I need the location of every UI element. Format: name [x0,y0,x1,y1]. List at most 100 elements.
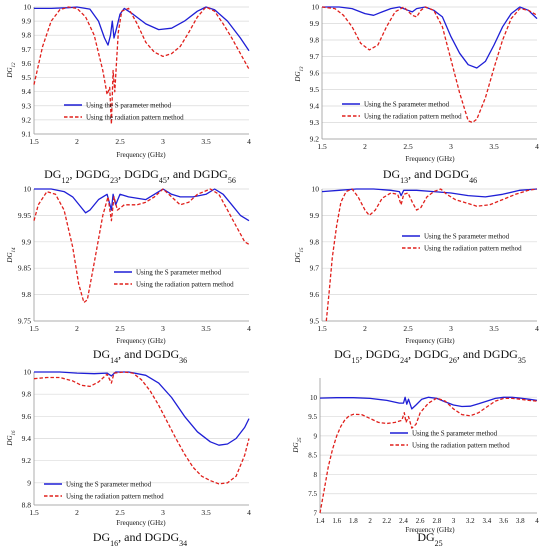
radiation-pattern-series-line [33,6,250,125]
y-tick-label: 9.5 [22,73,32,82]
y-tick-label: 9.95 [18,211,31,220]
chart-panel-1: 1.5 2 2.5 3 3.5 4 9.1 9.2 9.3 9.4 9.5 9.6 9.7 9.8 9.9 1… [6,3,251,185]
y-tick-label: 9 [314,432,318,440]
x-tick-label: 3.5 [201,324,211,333]
legend-entry: Using the radiation pattern method [364,113,462,121]
x-tick-label: 3 [449,324,453,333]
y-tick-label: 9.3 [22,101,32,110]
x-tick-label: 4 [535,142,539,151]
panel-caption: DG13, and DGDG46 [383,167,477,185]
x-tick-label: 2 [363,324,367,333]
x-tick-label: 3.2 [466,517,475,525]
x-tick-label: 1.5 [29,324,39,333]
s-parameter-series-line [321,188,538,198]
radiation-pattern-series-line [319,397,538,514]
x-tick-label: 3.5 [201,137,211,146]
y-tick-label: 10 [24,185,32,194]
y-tick-label: 9 [27,478,31,487]
s-parameter-series-line [34,371,250,446]
y-axis-label: DG14 [6,247,17,264]
x-tick-label: 4 [247,137,251,146]
s-parameter-series-line [34,188,250,222]
x-tick-label: 2 [75,324,79,333]
x-tick-label: 1.5 [29,137,39,146]
chart-panel-2: 1.5 2 2.5 3 3.5 4 9.2 9.3 9.4 9.5 9.6 9.7 9.8 9.9 10 Fr… [294,3,539,185]
x-tick-label: 2.2 [382,517,391,525]
y-tick-label: 9.2 [22,115,32,124]
x-tick-label: 3.5 [489,324,499,333]
x-axis-label: Frequency (GHz) [116,151,166,159]
x-tick-label: 1.4 [316,517,325,525]
legend-entry: Using the radiation pattern method [136,281,234,289]
x-tick-label: 2.6 [416,517,425,525]
y-tick-label: 9.2 [22,456,32,465]
y-axis-label: DG12 [6,62,17,79]
legend-entry: Using the S parameter method [86,102,172,110]
x-axis-label: Frequency (GHz) [405,526,455,534]
y-tick-label: 9.4 [22,87,32,96]
y-tick-label: 9.8 [310,237,320,246]
y-tick-label: 7.5 [308,490,317,498]
y-tick-label: 9.1 [22,130,32,139]
x-tick-label: 4 [247,324,251,333]
y-tick-label: 9.7 [310,52,320,61]
y-axis-label: DG16 [6,430,17,447]
x-axis-label: Frequency (GHz) [405,337,455,345]
panel-caption: DG12, DGDG23, DGDG45, and DGDG56 [44,167,236,185]
y-tick-label: 9.2 [310,135,320,144]
x-tick-label: 3 [449,142,453,151]
x-tick-label: 2.4 [399,517,408,525]
y-tick-label: 9.7 [310,264,320,273]
y-tick-label: 10 [24,3,32,12]
y-tick-label: 9.9 [310,19,320,28]
y-tick-label: 10 [312,185,320,194]
x-tick-label: 3.5 [489,142,499,151]
y-tick-label: 9.9 [310,211,320,220]
x-tick-label: 3.8 [516,517,525,525]
x-tick-label: 2.5 [115,508,125,517]
chart-panel-3: 1.5 2 2.5 3 3.5 4 9.75 9.8 9.85 9.9 9.95 10 Frequenc… [6,185,251,365]
x-tick-label: 1.6 [332,517,341,525]
y-tick-label: 9.9 [22,17,32,26]
y-tick-label: 9.9 [22,237,32,246]
x-tick-label: 4 [247,508,251,517]
panel-caption: DG25 [417,530,442,548]
radiation-pattern-series-line [325,188,538,322]
x-tick-label: 2 [75,508,79,517]
y-tick-label: 9.8 [310,36,320,45]
chart-panel-6: 1.4 1.6 1.8 2 2.2 2.4 2.6 2.8 3 3.2 3.4 3.6 3.8 4 7 7.5… [292,378,539,548]
y-tick-label: 8.5 [308,452,317,460]
y-tick-label: 9.3 [310,118,320,127]
legend-entry: Using the S parameter method [66,481,152,489]
x-tick-label: 2.5 [115,137,125,146]
x-tick-label: 3.5 [201,508,211,517]
y-tick-label: 9.6 [310,69,320,78]
y-tick-label: 9.5 [308,413,317,421]
x-tick-label: 2.5 [403,142,413,151]
x-tick-label: 3 [161,324,165,333]
legend-entry: Using the radiation pattern method [424,245,522,253]
panel-caption: DG15, DGDG24, DGDG26, and DGDG35 [334,347,526,365]
y-axis-label: DG13 [294,66,305,83]
legend-entry: Using the radiation pattern method [66,493,164,501]
x-tick-label: 2 [363,142,367,151]
x-axis-label: Frequency (GHz) [405,155,455,163]
x-tick-label: 1.5 [317,142,327,151]
x-tick-label: 3 [161,508,165,517]
y-tick-label: 9.4 [22,434,32,443]
x-tick-label: 2 [75,137,79,146]
panel-caption: DG16, and DGDG34 [93,530,187,548]
x-tick-label: 4 [535,517,539,525]
x-tick-label: 3 [452,517,456,525]
y-tick-label: 8 [314,471,318,479]
y-tick-label: 8.8 [22,501,32,510]
radiation-pattern-series-line [321,6,538,124]
s-parameter-series-line [319,396,538,410]
x-tick-label: 3.6 [499,517,508,525]
x-tick-label: 3.4 [483,517,492,525]
y-tick-label: 9.8 [22,290,32,299]
y-tick-label: 9.6 [22,59,32,68]
y-tick-label: 9.8 [22,390,32,399]
x-tick-label: 3 [161,137,165,146]
